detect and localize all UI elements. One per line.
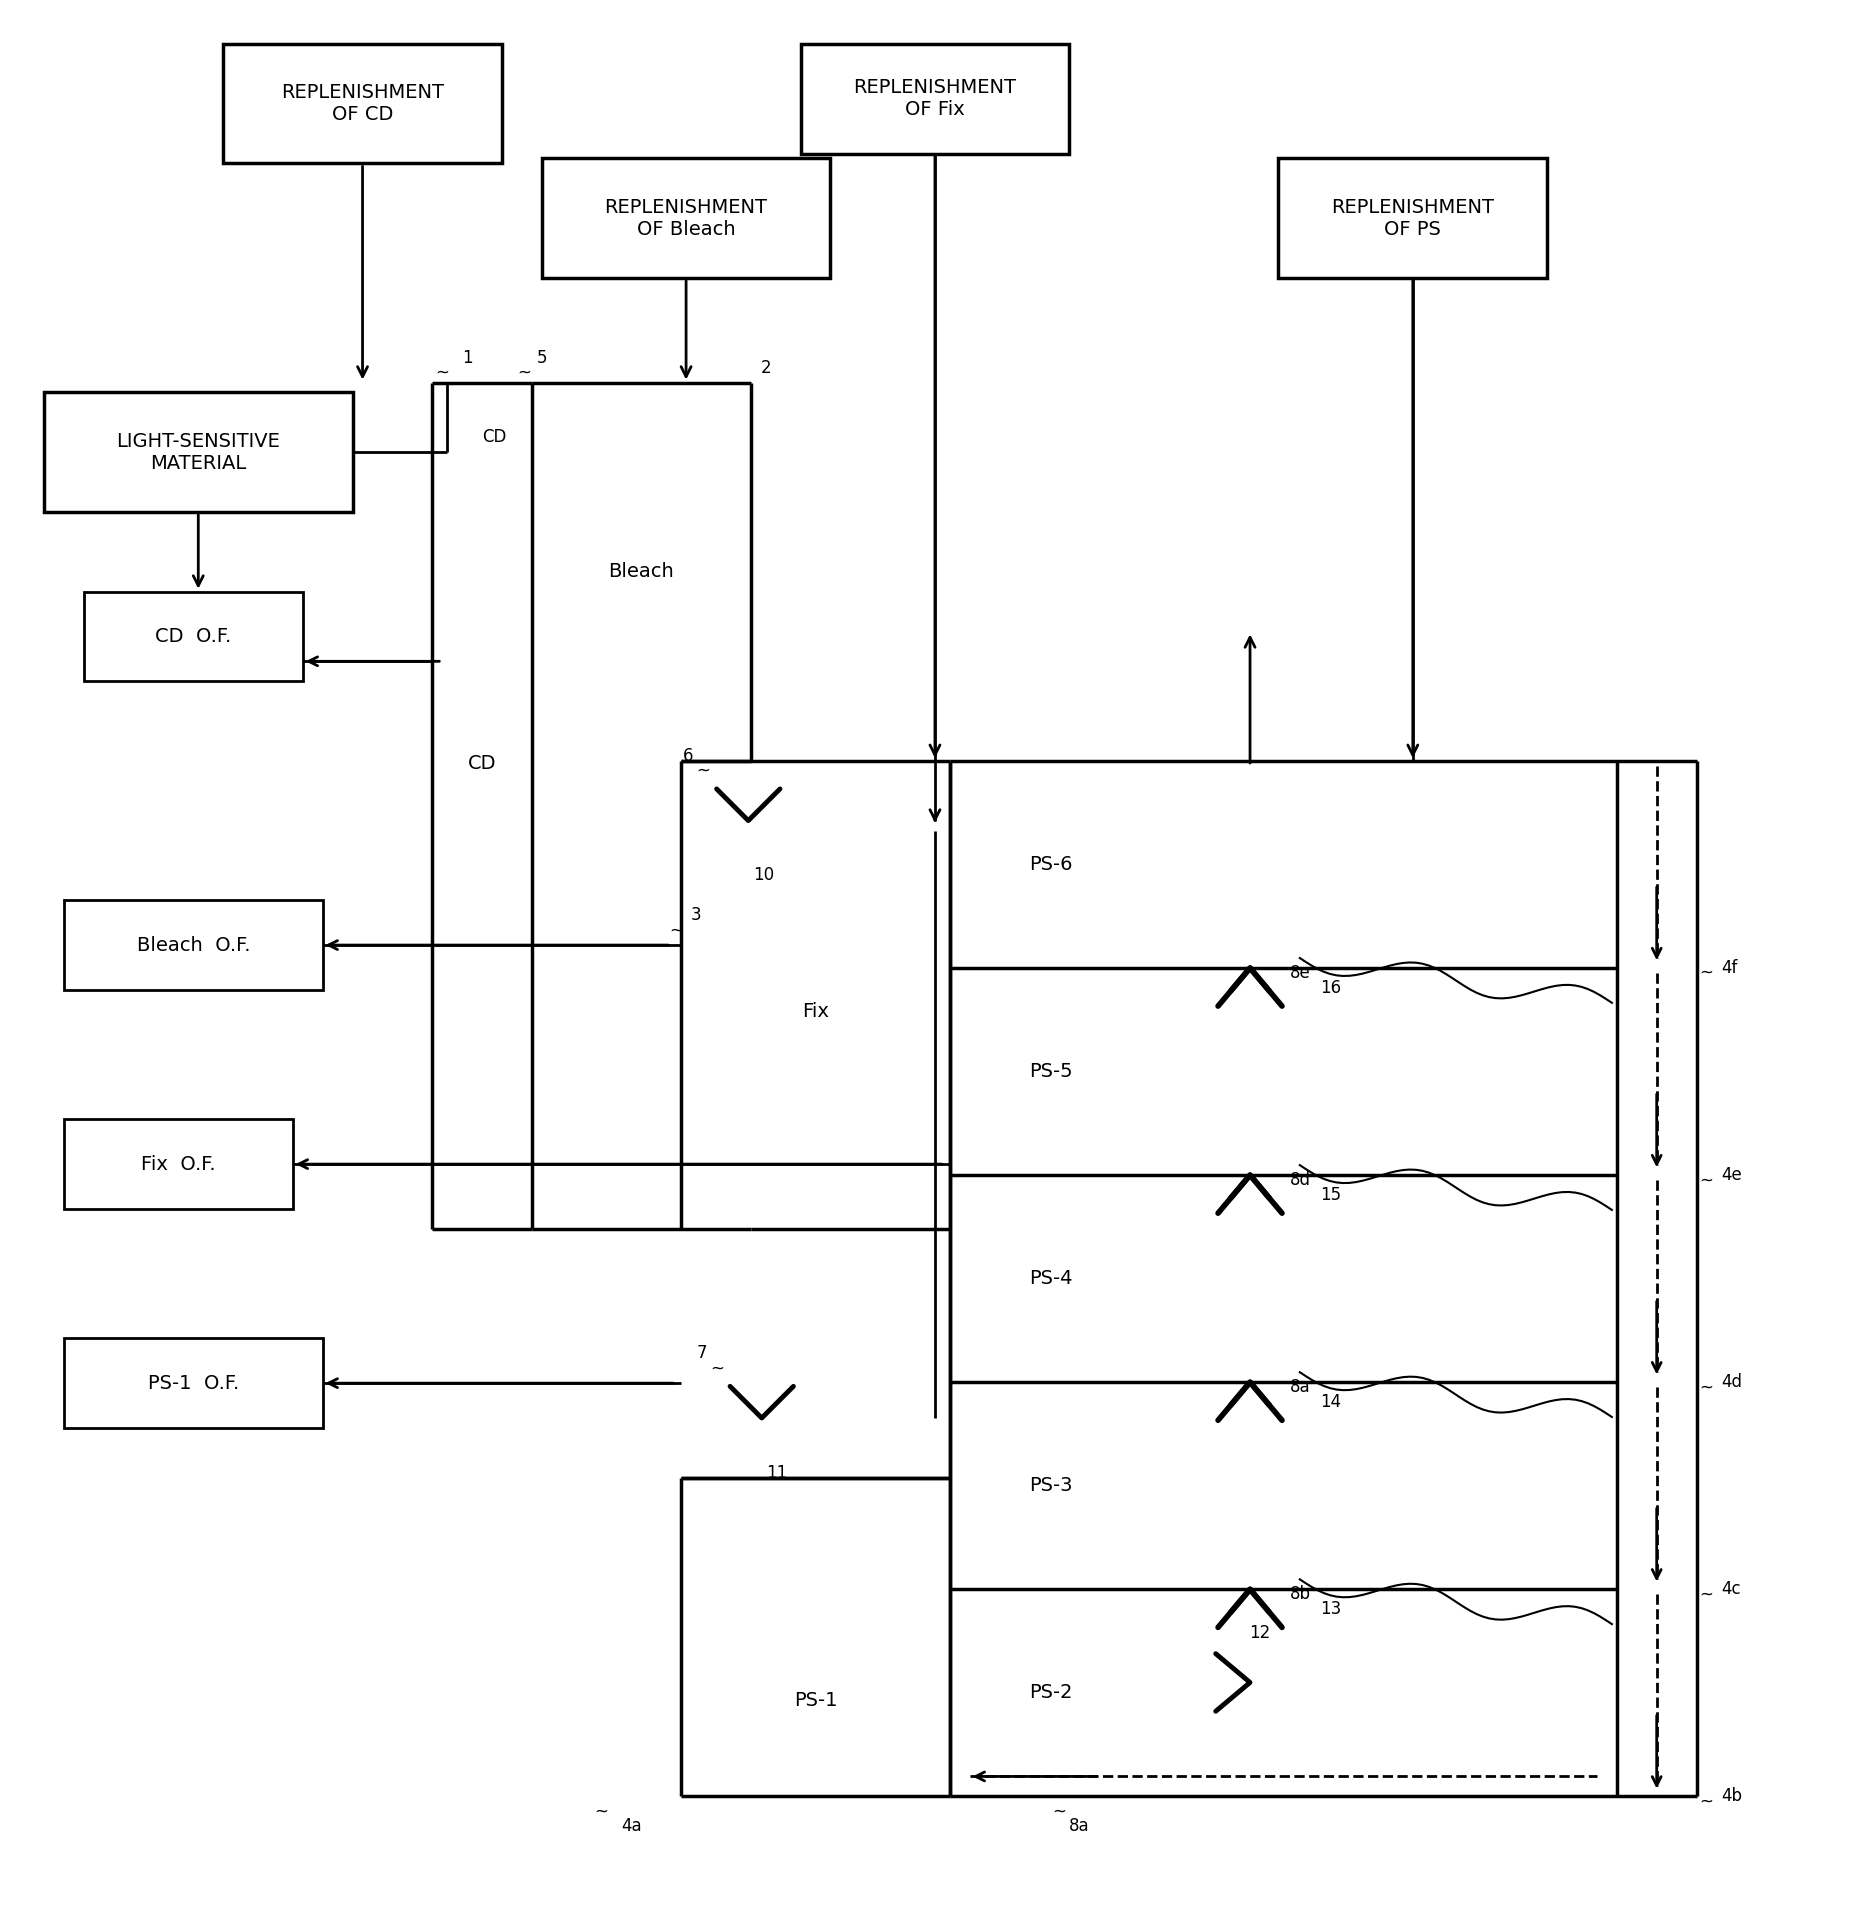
- Text: REPLENISHMENT
OF CD: REPLENISHMENT OF CD: [281, 83, 444, 125]
- Bar: [65, 1119, 292, 1210]
- Text: 4f: 4f: [1721, 960, 1738, 977]
- Text: 13: 13: [1320, 1600, 1340, 1617]
- Text: 14: 14: [1320, 1392, 1340, 1411]
- Text: Bleach: Bleach: [609, 562, 674, 581]
- Text: ~: ~: [435, 363, 450, 381]
- Text: PS-1: PS-1: [794, 1692, 837, 1710]
- Bar: [1279, 158, 1547, 279]
- Text: ~: ~: [516, 363, 531, 381]
- Text: ~: ~: [668, 921, 683, 938]
- Text: 16: 16: [1320, 979, 1340, 996]
- Text: 1: 1: [463, 348, 472, 367]
- Text: REPLENISHMENT
OF Bleach: REPLENISHMENT OF Bleach: [605, 198, 768, 238]
- Text: 8d: 8d: [1290, 1171, 1311, 1188]
- Text: 12: 12: [1249, 1623, 1270, 1642]
- Text: 2: 2: [761, 358, 772, 377]
- Text: ~: ~: [711, 1360, 724, 1377]
- Text: LIGHT-SENSITIVE
MATERIAL: LIGHT-SENSITIVE MATERIAL: [117, 433, 280, 473]
- Text: ~: ~: [594, 1802, 609, 1821]
- Text: PS-6: PS-6: [1029, 856, 1074, 873]
- Bar: [801, 44, 1070, 154]
- Text: PS-1  O.F.: PS-1 O.F.: [148, 1373, 239, 1392]
- Text: ~: ~: [1699, 1792, 1714, 1810]
- Text: ~: ~: [1699, 963, 1714, 983]
- Text: 5: 5: [537, 348, 548, 367]
- Text: CD  O.F.: CD O.F.: [155, 627, 231, 646]
- Text: PS-3: PS-3: [1029, 1477, 1074, 1496]
- Text: Fix: Fix: [801, 1002, 829, 1021]
- Text: 4c: 4c: [1721, 1581, 1742, 1598]
- Text: 7: 7: [696, 1344, 707, 1361]
- Text: ~: ~: [1699, 1585, 1714, 1604]
- Text: 4d: 4d: [1721, 1373, 1742, 1390]
- Text: Fix  O.F.: Fix O.F.: [141, 1154, 217, 1173]
- Text: ~: ~: [1699, 1379, 1714, 1396]
- Text: PS-5: PS-5: [1029, 1061, 1074, 1081]
- Bar: [44, 392, 352, 512]
- Text: CD: CD: [468, 754, 496, 773]
- Text: 11: 11: [766, 1463, 787, 1483]
- Text: 3: 3: [690, 906, 702, 925]
- Text: 15: 15: [1320, 1186, 1340, 1204]
- Text: 4b: 4b: [1721, 1786, 1742, 1806]
- Bar: [542, 158, 831, 279]
- Text: 8a: 8a: [1070, 1817, 1090, 1835]
- Text: 4a: 4a: [622, 1817, 642, 1835]
- Text: REPLENISHMENT
OF PS: REPLENISHMENT OF PS: [1331, 198, 1494, 238]
- Text: 6: 6: [683, 746, 694, 765]
- Text: PS-4: PS-4: [1029, 1269, 1074, 1288]
- Text: 8e: 8e: [1290, 963, 1311, 983]
- Bar: [224, 44, 502, 163]
- Text: 10: 10: [753, 867, 774, 885]
- Text: ~: ~: [1699, 1171, 1714, 1188]
- Text: 8a: 8a: [1290, 1379, 1311, 1396]
- Text: 4e: 4e: [1721, 1165, 1742, 1185]
- Text: Bleach  O.F.: Bleach O.F.: [137, 937, 250, 954]
- Bar: [83, 592, 304, 681]
- Text: CD: CD: [481, 429, 507, 446]
- Text: PS-2: PS-2: [1029, 1683, 1074, 1702]
- Text: ~: ~: [696, 762, 711, 781]
- Bar: [65, 900, 322, 990]
- Text: REPLENISHMENT
OF Fix: REPLENISHMENT OF Fix: [853, 79, 1016, 119]
- Text: 8b: 8b: [1290, 1585, 1311, 1604]
- Bar: [65, 1338, 322, 1429]
- Text: ~: ~: [1053, 1802, 1066, 1821]
